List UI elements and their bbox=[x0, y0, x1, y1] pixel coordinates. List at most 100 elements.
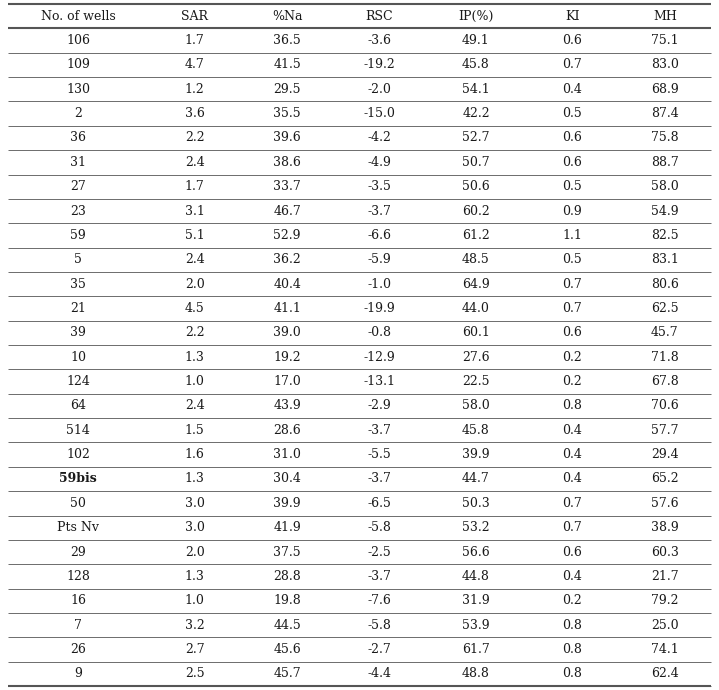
Text: 1.7: 1.7 bbox=[185, 180, 205, 193]
Text: 1.0: 1.0 bbox=[185, 375, 205, 388]
Text: 124: 124 bbox=[66, 375, 91, 388]
Text: 49.1: 49.1 bbox=[462, 34, 490, 47]
Text: 38.6: 38.6 bbox=[273, 156, 301, 169]
Text: 60.3: 60.3 bbox=[651, 546, 679, 558]
Text: -3.7: -3.7 bbox=[367, 570, 392, 583]
Text: -5.8: -5.8 bbox=[367, 521, 392, 534]
Text: -19.9: -19.9 bbox=[364, 302, 395, 315]
Text: -5.5: -5.5 bbox=[367, 448, 391, 461]
Text: 128: 128 bbox=[66, 570, 91, 583]
Text: 44.8: 44.8 bbox=[462, 570, 490, 583]
Text: 26: 26 bbox=[70, 643, 86, 656]
Text: 102: 102 bbox=[66, 448, 91, 461]
Text: 16: 16 bbox=[70, 594, 86, 607]
Text: 9: 9 bbox=[74, 667, 82, 680]
Text: 67.8: 67.8 bbox=[651, 375, 679, 388]
Text: 0.8: 0.8 bbox=[562, 400, 582, 413]
Text: 0.7: 0.7 bbox=[562, 277, 582, 290]
Text: 0.4: 0.4 bbox=[562, 473, 582, 486]
Text: -6.5: -6.5 bbox=[367, 497, 392, 510]
Text: 0.7: 0.7 bbox=[562, 521, 582, 534]
Text: 44.0: 44.0 bbox=[462, 302, 490, 315]
Text: 1.6: 1.6 bbox=[185, 448, 205, 461]
Text: 2.2: 2.2 bbox=[185, 326, 205, 339]
Text: 50.6: 50.6 bbox=[462, 180, 490, 193]
Text: KI: KI bbox=[565, 10, 580, 23]
Text: 61.2: 61.2 bbox=[462, 229, 490, 242]
Text: 29.4: 29.4 bbox=[651, 448, 679, 461]
Text: 59: 59 bbox=[70, 229, 86, 242]
Text: 1.1: 1.1 bbox=[562, 229, 582, 242]
Text: 64: 64 bbox=[70, 400, 86, 413]
Text: 0.6: 0.6 bbox=[562, 34, 582, 47]
Text: 52.7: 52.7 bbox=[462, 132, 490, 144]
Text: 36.5: 36.5 bbox=[273, 34, 301, 47]
Text: 2.0: 2.0 bbox=[185, 546, 205, 558]
Text: -1.0: -1.0 bbox=[367, 277, 392, 290]
Text: 48.5: 48.5 bbox=[462, 253, 490, 266]
Text: 1.5: 1.5 bbox=[185, 424, 205, 437]
Text: 39.6: 39.6 bbox=[273, 132, 301, 144]
Text: 41.9: 41.9 bbox=[273, 521, 301, 534]
Text: 39: 39 bbox=[70, 326, 86, 339]
Text: Pts Nv: Pts Nv bbox=[58, 521, 99, 534]
Text: 45.8: 45.8 bbox=[462, 59, 490, 71]
Text: %Na: %Na bbox=[272, 10, 303, 23]
Text: 25.0: 25.0 bbox=[651, 619, 679, 631]
Text: 43.9: 43.9 bbox=[273, 400, 301, 413]
Text: 2: 2 bbox=[74, 107, 82, 120]
Text: 2.2: 2.2 bbox=[185, 132, 205, 144]
Text: -4.9: -4.9 bbox=[367, 156, 392, 169]
Text: 64.9: 64.9 bbox=[462, 277, 490, 290]
Text: -3.7: -3.7 bbox=[367, 473, 392, 486]
Text: 58.0: 58.0 bbox=[651, 180, 679, 193]
Text: 30.4: 30.4 bbox=[273, 473, 301, 486]
Text: 88.7: 88.7 bbox=[651, 156, 679, 169]
Text: 31: 31 bbox=[70, 156, 86, 169]
Text: -3.5: -3.5 bbox=[367, 180, 392, 193]
Text: 2.4: 2.4 bbox=[185, 400, 205, 413]
Text: 1.2: 1.2 bbox=[185, 83, 205, 96]
Text: 39.0: 39.0 bbox=[273, 326, 301, 339]
Text: 46.7: 46.7 bbox=[273, 204, 301, 217]
Text: 75.8: 75.8 bbox=[651, 132, 679, 144]
Text: 1.0: 1.0 bbox=[185, 594, 205, 607]
Text: -3.7: -3.7 bbox=[367, 424, 392, 437]
Text: 87.4: 87.4 bbox=[651, 107, 679, 120]
Text: 52.9: 52.9 bbox=[273, 229, 301, 242]
Text: 2.0: 2.0 bbox=[185, 277, 205, 290]
Text: 42.2: 42.2 bbox=[462, 107, 490, 120]
Text: 3.1: 3.1 bbox=[185, 204, 205, 217]
Text: 44.5: 44.5 bbox=[273, 619, 301, 631]
Text: -15.0: -15.0 bbox=[364, 107, 395, 120]
Text: 0.6: 0.6 bbox=[562, 132, 582, 144]
Text: 0.8: 0.8 bbox=[562, 643, 582, 656]
Text: 68.9: 68.9 bbox=[651, 83, 679, 96]
Text: 45.7: 45.7 bbox=[651, 326, 679, 339]
Text: 58.0: 58.0 bbox=[462, 400, 490, 413]
Text: 83.0: 83.0 bbox=[651, 59, 679, 71]
Text: -12.9: -12.9 bbox=[364, 351, 395, 364]
Text: 0.4: 0.4 bbox=[562, 424, 582, 437]
Text: 3.0: 3.0 bbox=[185, 521, 205, 534]
Text: 45.6: 45.6 bbox=[273, 643, 301, 656]
Text: 31.9: 31.9 bbox=[462, 594, 490, 607]
Text: 35: 35 bbox=[70, 277, 86, 290]
Text: 0.6: 0.6 bbox=[562, 546, 582, 558]
Text: 75.1: 75.1 bbox=[651, 34, 679, 47]
Text: 36: 36 bbox=[70, 132, 86, 144]
Text: 83.1: 83.1 bbox=[651, 253, 679, 266]
Text: 109: 109 bbox=[66, 59, 91, 71]
Text: 48.8: 48.8 bbox=[462, 667, 490, 680]
Text: 71.8: 71.8 bbox=[651, 351, 679, 364]
Text: 33.7: 33.7 bbox=[273, 180, 301, 193]
Text: -0.8: -0.8 bbox=[367, 326, 392, 339]
Text: 28.8: 28.8 bbox=[273, 570, 301, 583]
Text: 10: 10 bbox=[70, 351, 86, 364]
Text: 60.1: 60.1 bbox=[462, 326, 490, 339]
Text: 37.5: 37.5 bbox=[273, 546, 301, 558]
Text: 40.4: 40.4 bbox=[273, 277, 301, 290]
Text: 50.3: 50.3 bbox=[462, 497, 490, 510]
Text: IP(%): IP(%) bbox=[458, 10, 494, 23]
Text: 74.1: 74.1 bbox=[651, 643, 679, 656]
